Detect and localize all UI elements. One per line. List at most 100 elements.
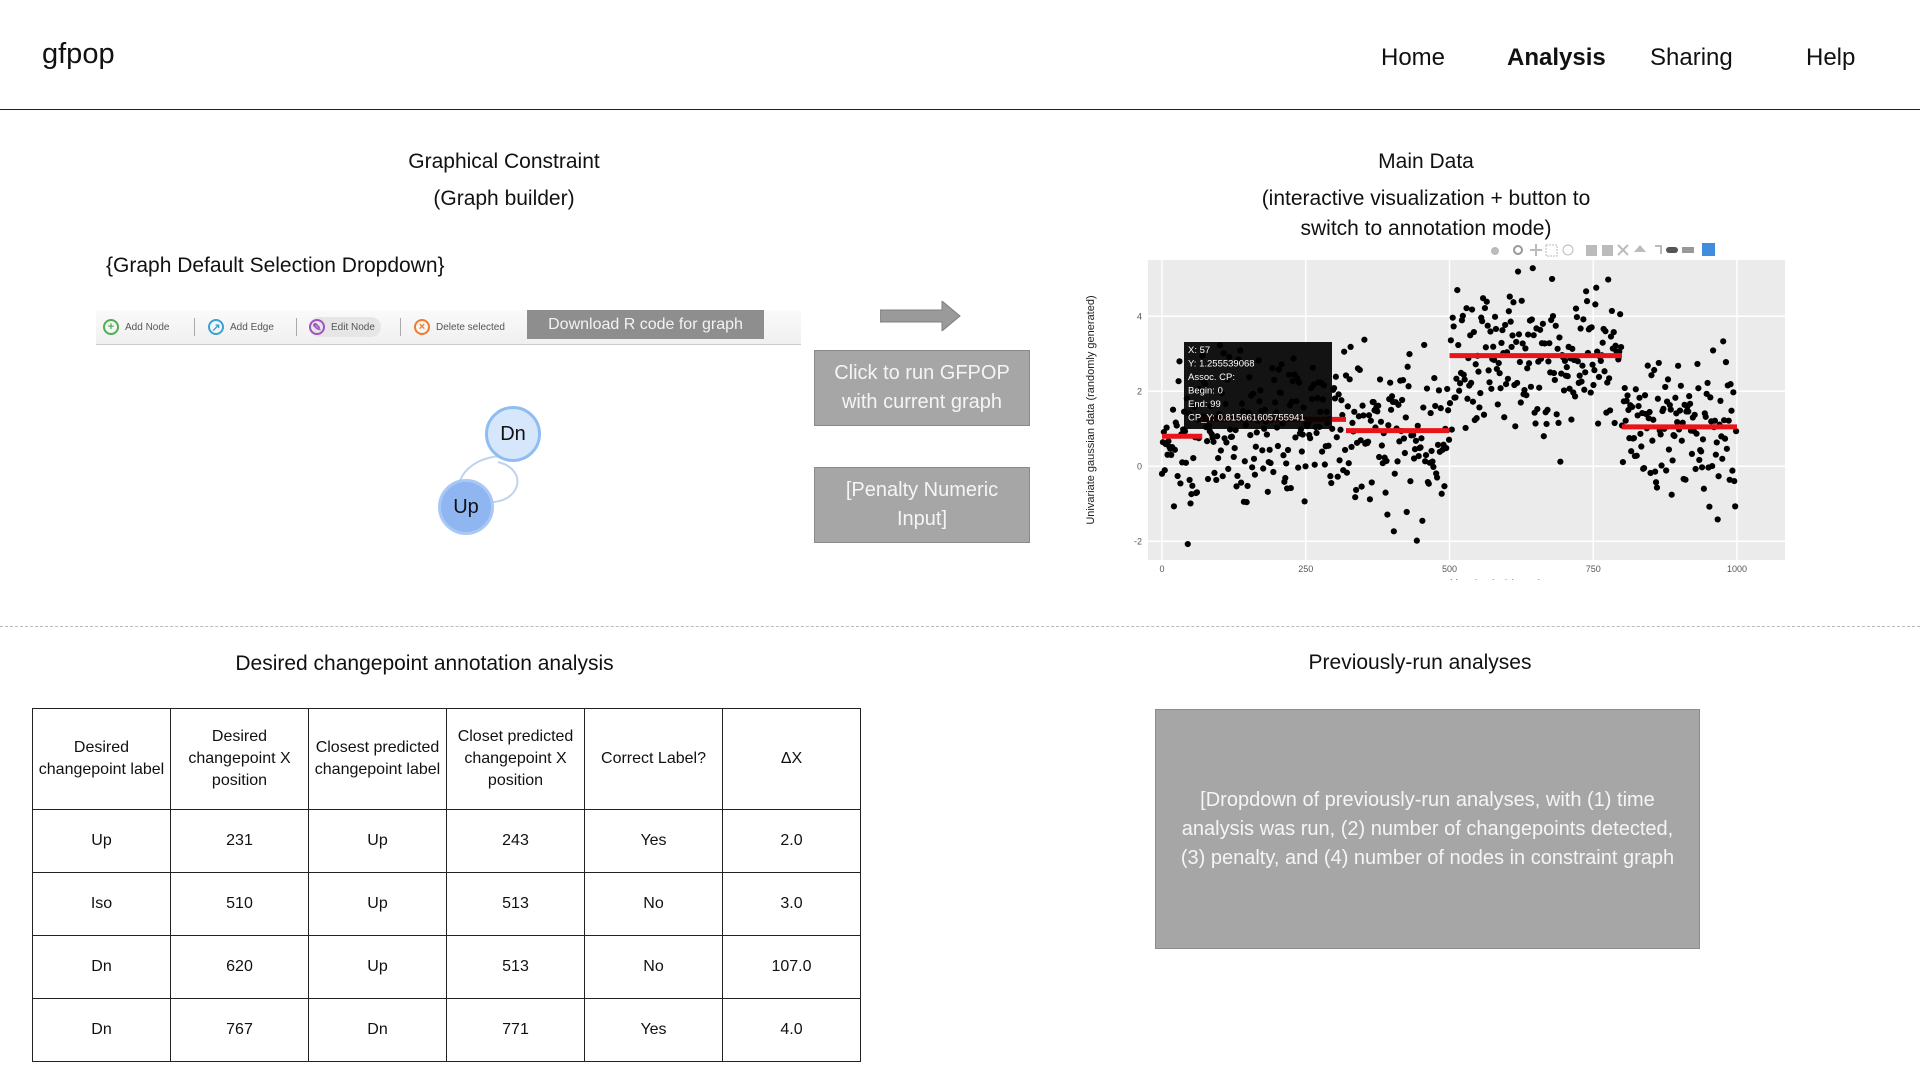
add-node-tool[interactable]: + Add Node: [103, 317, 169, 337]
data-point: [1532, 420, 1539, 427]
data-point: [1619, 458, 1627, 466]
nav-help[interactable]: Help: [1806, 44, 1856, 71]
data-point: [1663, 467, 1670, 474]
data-point: [1629, 403, 1636, 411]
data-point: [1173, 422, 1180, 429]
data-point: [1730, 389, 1737, 396]
zoom-icon[interactable]: [1513, 245, 1523, 255]
data-point: [1259, 447, 1266, 454]
data-point: [1283, 460, 1290, 467]
zoom-out-icon[interactable]: [1602, 245, 1613, 256]
section-divider: [0, 626, 1920, 627]
data-point: [1583, 298, 1591, 305]
changepoint-annotation-table: Desired changepoint label Desired change…: [32, 708, 861, 1062]
graph-node-dn[interactable]: Dn: [485, 406, 541, 462]
data-point: [1709, 462, 1716, 470]
data-point: [1311, 461, 1318, 468]
tooltip-box: [1184, 342, 1332, 429]
data-point: [1189, 482, 1196, 489]
main-data-chart[interactable]: 0 250 500 750 1000 -2 0 2 4 X units (arbitrary) Un…: [1070, 240, 1785, 580]
nav-home[interactable]: Home: [1381, 44, 1446, 71]
data-point: [1492, 325, 1500, 333]
data-point: [1510, 299, 1517, 306]
data-point: [1657, 431, 1664, 438]
data-point: [1518, 297, 1525, 304]
data-point: [1456, 387, 1463, 394]
data-point: [1485, 367, 1492, 374]
zoom-in-icon[interactable]: [1586, 245, 1597, 256]
nav-sharing[interactable]: Sharing: [1650, 44, 1733, 71]
data-point: [1582, 369, 1589, 376]
home-icon[interactable]: [1634, 245, 1646, 252]
data-point: [1682, 476, 1689, 483]
penalty-input[interactable]: [Penalty Numeric Input]: [814, 467, 1030, 543]
table-cell: 767: [170, 998, 309, 1062]
data-point: [1367, 417, 1374, 424]
box-select-icon[interactable]: [1545, 244, 1558, 257]
data-point: [1577, 325, 1584, 332]
data-point: [1298, 448, 1305, 455]
data-point: [1564, 373, 1571, 380]
x-tick-label: 750: [1586, 564, 1601, 574]
data-point: [1423, 385, 1431, 392]
data-point: [1709, 347, 1717, 354]
data-point: [1415, 453, 1422, 460]
data-point: [1171, 446, 1178, 453]
app-brand[interactable]: gfpop: [42, 38, 115, 70]
hover-closest-icon[interactable]: [1666, 247, 1678, 253]
delete-selected-tool[interactable]: × Delete selected: [414, 317, 505, 337]
data-point: [1593, 284, 1600, 291]
table-row[interactable]: Iso 510 Up 513 No 3.0: [32, 872, 861, 936]
table-cell: Dn: [308, 998, 447, 1062]
edit-node-label: Edit Node: [331, 321, 375, 333]
data-point: [1676, 407, 1684, 414]
data-point: [1622, 417, 1629, 424]
download-r-code-button[interactable]: Download R code for graph: [527, 310, 764, 339]
table-cell: Up: [308, 809, 447, 873]
plotly-logo-icon[interactable]: [1702, 243, 1715, 256]
data-point: [1445, 436, 1453, 443]
data-point: [1568, 416, 1575, 423]
y-tick-label: 4: [1137, 311, 1142, 321]
previous-analyses-dropdown[interactable]: [Dropdown of previously-run analyses, wi…: [1155, 709, 1700, 949]
data-point: [1448, 426, 1455, 433]
table-row[interactable]: Dn 620 Up 513 No 107.0: [32, 935, 861, 999]
add-edge-tool[interactable]: ↗ Add Edge: [208, 317, 274, 337]
table-cell: 620: [170, 935, 309, 999]
column-header: Correct Label?: [584, 708, 723, 810]
data-point: [1652, 479, 1660, 486]
edge-dn-up[interactable]: [485, 461, 519, 504]
data-point: [1700, 485, 1707, 492]
camera-icon[interactable]: [1491, 247, 1499, 255]
data-point: [1551, 376, 1558, 384]
data-point: [1341, 348, 1348, 355]
data-point: [1543, 420, 1550, 428]
hover-compare-icon[interactable]: [1682, 247, 1694, 253]
data-point: [1342, 372, 1350, 379]
table-cell: No: [584, 935, 723, 999]
previous-analyses-title: Previously-run analyses: [1308, 651, 1532, 674]
data-point: [1318, 448, 1326, 455]
delete-icon: ×: [414, 319, 430, 335]
edit-node-tool[interactable]: ✎ Edit Node: [309, 317, 381, 337]
data-point: [1334, 473, 1341, 480]
nav-analysis[interactable]: Analysis: [1507, 44, 1606, 71]
data-point: [1421, 341, 1428, 349]
data-point: [1707, 394, 1714, 401]
table-row[interactable]: Up 231 Up 243 Yes 2.0: [32, 809, 861, 873]
pan-icon[interactable]: [1530, 244, 1542, 256]
graph-node-up[interactable]: Up: [438, 479, 494, 535]
plot-modebar[interactable]: [1491, 243, 1715, 257]
data-point: [1295, 464, 1302, 471]
data-point: [1650, 416, 1657, 423]
run-gfpop-button[interactable]: Click to run GFPOP with current graph: [814, 350, 1030, 426]
table-row[interactable]: Dn 767 Dn 771 Yes 4.0: [32, 998, 861, 1062]
data-point: [1430, 463, 1437, 471]
data-point: [1452, 394, 1459, 401]
autoscale-icon[interactable]: [1617, 244, 1629, 256]
spike-icon[interactable]: [1655, 245, 1662, 254]
graph-default-dropdown[interactable]: {Graph Default Selection Dropdown}: [106, 254, 445, 277]
data-point: [1428, 447, 1435, 455]
lasso-icon[interactable]: [1562, 244, 1574, 256]
x-tick-label: 500: [1442, 564, 1457, 574]
